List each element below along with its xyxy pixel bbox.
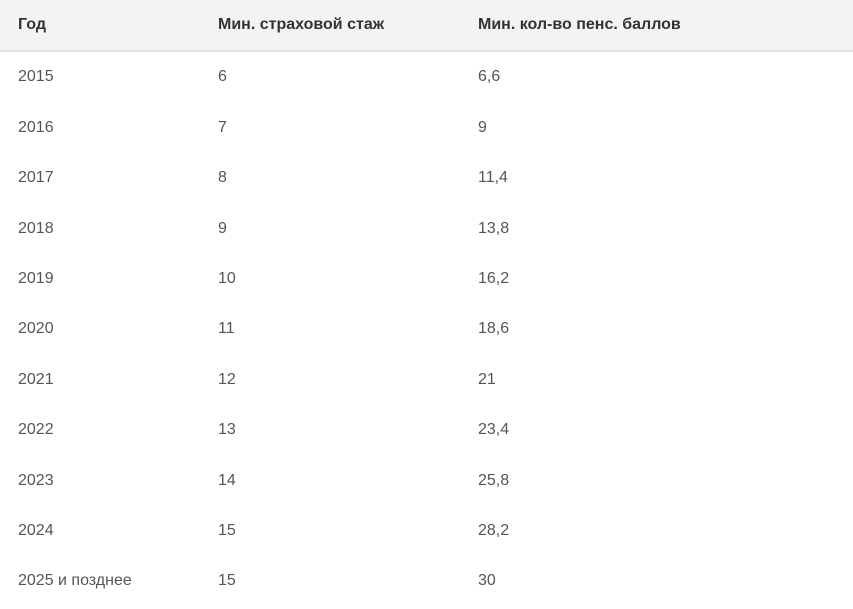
col-header-stazh: Мин. страховой стаж — [200, 0, 460, 51]
cell-stazh: 11 — [200, 304, 460, 354]
cell-points: 28,2 — [460, 506, 853, 556]
cell-points: 21 — [460, 355, 853, 405]
cell-stazh: 7 — [200, 103, 460, 153]
cell-year: 2023 — [0, 456, 200, 506]
table-row: 2018 9 13,8 — [0, 204, 853, 254]
col-header-year: Год — [0, 0, 200, 51]
table-row: 2015 6 6,6 — [0, 51, 853, 102]
cell-year: 2016 — [0, 103, 200, 153]
cell-stazh: 15 — [200, 556, 460, 606]
cell-year: 2021 — [0, 355, 200, 405]
table-row: 2023 14 25,8 — [0, 456, 853, 506]
cell-year: 2025 и позднее — [0, 556, 200, 606]
table-row: 2020 11 18,6 — [0, 304, 853, 354]
cell-year: 2015 — [0, 51, 200, 102]
cell-points: 9 — [460, 103, 853, 153]
cell-stazh: 8 — [200, 153, 460, 203]
cell-points: 18,6 — [460, 304, 853, 354]
table-row: 2016 7 9 — [0, 103, 853, 153]
cell-points: 23,4 — [460, 405, 853, 455]
cell-year: 2022 — [0, 405, 200, 455]
cell-points: 11,4 — [460, 153, 853, 203]
cell-year: 2024 — [0, 506, 200, 556]
table-row: 2021 12 21 — [0, 355, 853, 405]
table-row: 2022 13 23,4 — [0, 405, 853, 455]
pension-requirements-table: Год Мин. страховой стаж Мин. кол-во пенс… — [0, 0, 853, 607]
cell-stazh: 15 — [200, 506, 460, 556]
cell-stazh: 12 — [200, 355, 460, 405]
cell-stazh: 14 — [200, 456, 460, 506]
table-row: 2017 8 11,4 — [0, 153, 853, 203]
cell-stazh: 10 — [200, 254, 460, 304]
cell-year: 2017 — [0, 153, 200, 203]
cell-points: 13,8 — [460, 204, 853, 254]
cell-stazh: 9 — [200, 204, 460, 254]
table-row: 2024 15 28,2 — [0, 506, 853, 556]
col-header-points: Мин. кол-во пенс. баллов — [460, 0, 853, 51]
table-row: 2019 10 16,2 — [0, 254, 853, 304]
cell-stazh: 13 — [200, 405, 460, 455]
cell-year: 2020 — [0, 304, 200, 354]
cell-stazh: 6 — [200, 51, 460, 102]
cell-year: 2018 — [0, 204, 200, 254]
table-header-row: Год Мин. страховой стаж Мин. кол-во пенс… — [0, 0, 853, 51]
cell-points: 25,8 — [460, 456, 853, 506]
cell-year: 2019 — [0, 254, 200, 304]
cell-points: 30 — [460, 556, 853, 606]
table-row: 2025 и позднее 15 30 — [0, 556, 853, 606]
cell-points: 16,2 — [460, 254, 853, 304]
pension-table-container: Год Мин. страховой стаж Мин. кол-во пенс… — [0, 0, 853, 607]
cell-points: 6,6 — [460, 51, 853, 102]
